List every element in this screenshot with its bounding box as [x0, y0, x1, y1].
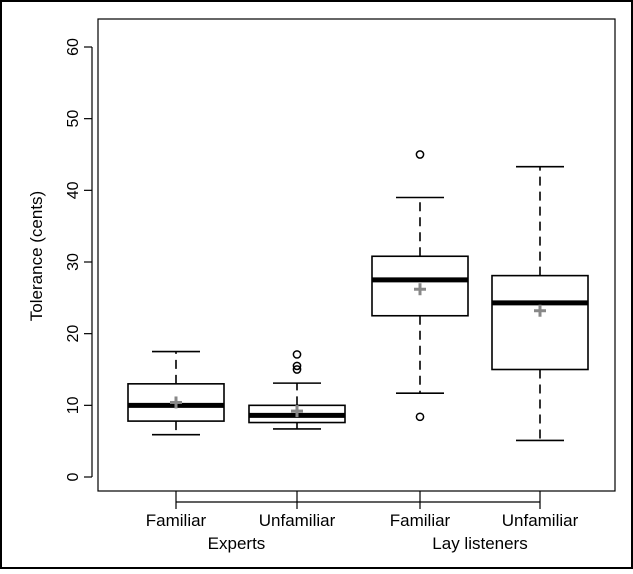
y-tick-label: 60 — [65, 38, 82, 56]
y-tick-label: 10 — [65, 396, 82, 414]
y-tick-label: 0 — [65, 472, 82, 481]
x-group-label: Experts — [208, 534, 266, 553]
outlier-point — [292, 361, 302, 371]
outlier-point — [292, 350, 302, 359]
box-2 — [371, 150, 469, 422]
y-axis: 0 10 20 30 40 50 60 — [65, 38, 93, 481]
x-axis-labels: Familiar Unfamiliar Familiar Unfamiliar Expe… — [146, 491, 579, 553]
boxes-layer — [127, 150, 589, 442]
box-1 — [248, 350, 346, 430]
box-0 — [127, 350, 225, 436]
y-tick-label: 20 — [65, 325, 82, 343]
outlier-point — [415, 150, 425, 159]
x-category-label: Familiar — [146, 511, 207, 530]
outlier-point — [292, 365, 302, 374]
box-3 — [491, 165, 589, 442]
x-category-label: Familiar — [390, 511, 451, 530]
x-category-label: Unfamiliar — [502, 511, 579, 530]
iqr-box — [491, 274, 589, 371]
y-tick-label: 40 — [65, 181, 82, 199]
y-axis-label: Tolerance (cents) — [27, 191, 46, 321]
plot-area — [97, 18, 616, 492]
y-tick-label: 50 — [65, 110, 82, 128]
outlier-point — [415, 412, 425, 422]
x-category-label: Unfamiliar — [259, 511, 336, 530]
x-group-label: Lay listeners — [432, 534, 527, 553]
y-tick-label: 30 — [65, 253, 82, 271]
